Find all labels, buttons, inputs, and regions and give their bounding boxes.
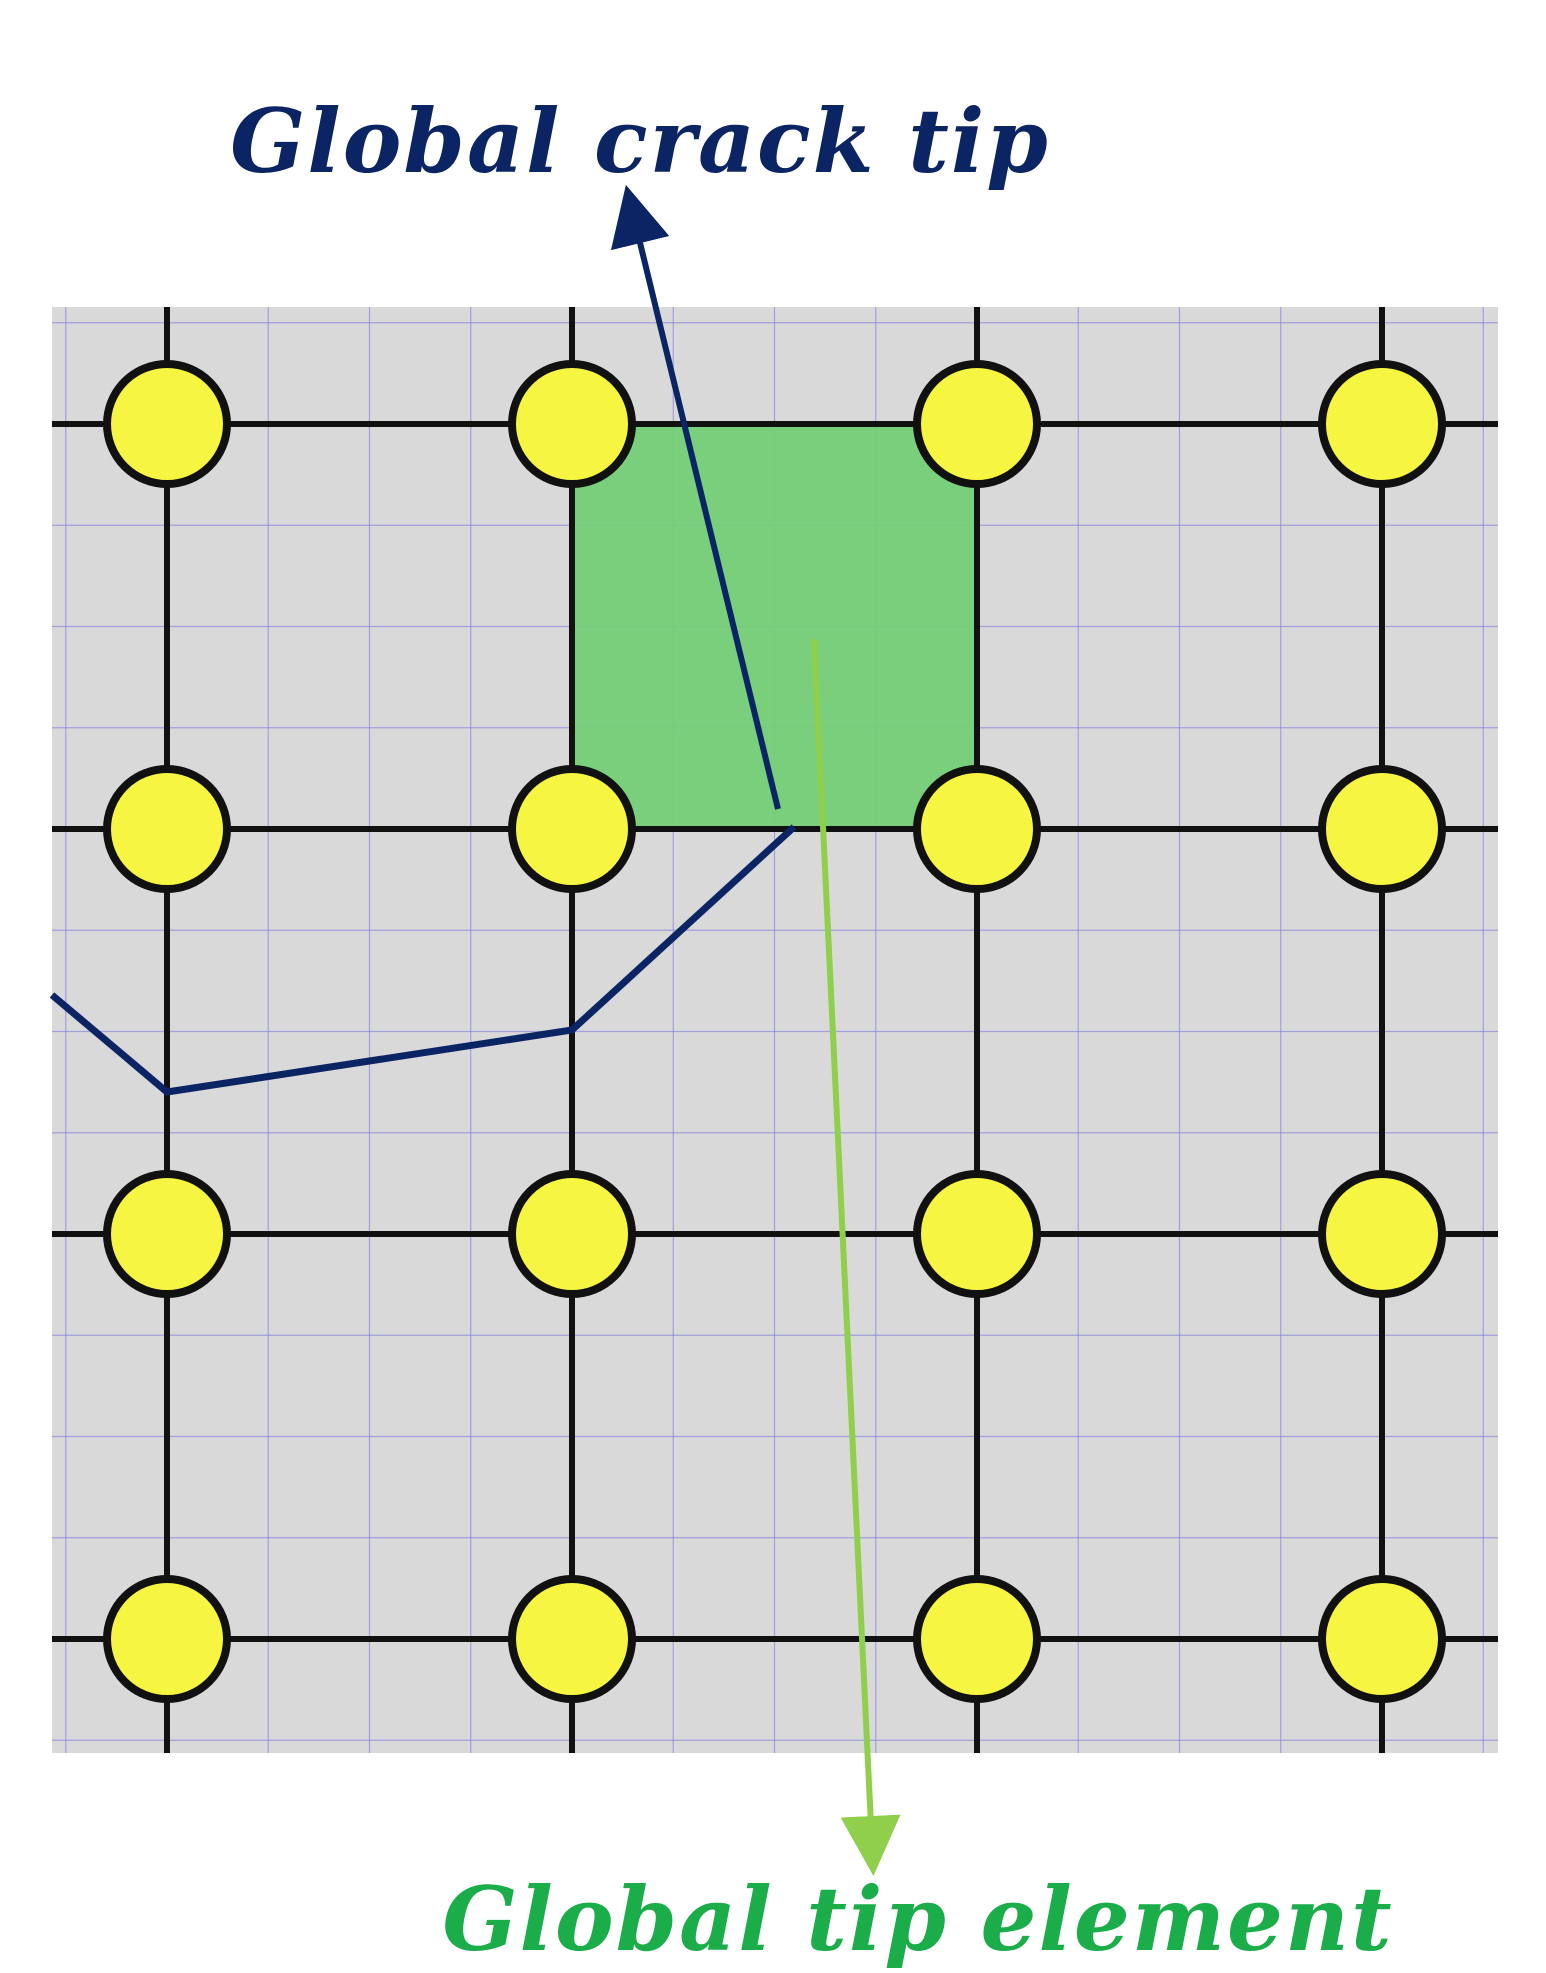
node-circle-icon <box>103 765 231 893</box>
node-circle-icon <box>1318 360 1446 488</box>
node-circle-icon <box>103 1170 231 1298</box>
node-circle-icon <box>103 360 231 488</box>
tip-element-highlight <box>570 422 979 831</box>
node-circle-icon <box>103 1575 231 1703</box>
node-circle-icon <box>1318 1575 1446 1703</box>
node-circle-icon <box>508 1170 636 1298</box>
crack-tip-pointer-arrow <box>610 184 781 810</box>
node-circle-icon <box>508 1575 636 1703</box>
tip-element-label: Global tip element <box>442 1867 1393 1971</box>
crack-tip-label: Global crack tip <box>230 89 1050 193</box>
mesh-lines <box>52 307 1498 1753</box>
node-circle-icon <box>508 765 636 893</box>
node-circle-icon <box>1318 765 1446 893</box>
node-circle-icon <box>913 765 1041 893</box>
node-circle-icon <box>913 1170 1041 1298</box>
mesh-nodes <box>103 360 1446 1703</box>
node-circle-icon <box>913 360 1041 488</box>
tip-element-pointer-arrow <box>811 638 901 1876</box>
crack-path <box>49 824 797 1096</box>
node-circle-icon <box>913 1575 1041 1703</box>
node-circle-icon <box>1318 1170 1446 1298</box>
node-circle-icon <box>508 360 636 488</box>
